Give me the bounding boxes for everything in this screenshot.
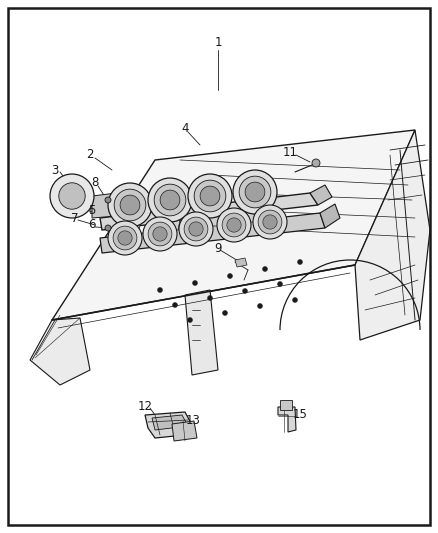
Circle shape [223,311,227,316]
Circle shape [148,222,172,246]
Circle shape [154,184,186,216]
Circle shape [262,266,268,271]
Text: 2: 2 [86,149,94,161]
Polygon shape [100,193,318,230]
Circle shape [105,197,111,203]
Polygon shape [278,407,296,432]
Circle shape [194,180,226,212]
Text: 12: 12 [138,400,152,413]
Circle shape [143,217,177,251]
Circle shape [200,186,220,206]
Polygon shape [200,216,220,226]
Circle shape [189,222,203,236]
Polygon shape [160,220,180,230]
Circle shape [192,280,198,286]
Circle shape [233,170,277,214]
Polygon shape [145,412,192,438]
Circle shape [148,178,192,222]
Polygon shape [185,290,218,375]
Circle shape [278,281,283,287]
Circle shape [118,231,132,245]
Polygon shape [172,421,197,441]
Circle shape [158,287,162,293]
Circle shape [297,260,303,264]
Text: 11: 11 [283,146,297,158]
Polygon shape [235,258,247,267]
Circle shape [208,295,212,301]
Polygon shape [355,130,430,340]
Polygon shape [100,213,325,253]
Circle shape [243,288,247,294]
Circle shape [263,215,277,229]
Circle shape [160,190,180,210]
Circle shape [227,273,233,279]
Circle shape [120,195,140,215]
Polygon shape [120,225,140,235]
Circle shape [108,221,142,255]
Circle shape [114,189,146,221]
Circle shape [293,297,297,303]
Circle shape [258,303,262,309]
Polygon shape [30,318,90,385]
Polygon shape [92,192,128,218]
Circle shape [227,218,241,232]
Text: 6: 6 [88,219,96,231]
Circle shape [105,225,111,231]
Text: 4: 4 [181,122,189,134]
Text: 13: 13 [186,415,201,427]
Circle shape [113,226,137,250]
Polygon shape [90,196,126,212]
Polygon shape [320,204,340,228]
Text: 1: 1 [214,36,222,49]
Polygon shape [52,130,415,320]
Circle shape [222,213,246,237]
Circle shape [217,208,251,242]
Circle shape [179,212,213,246]
Circle shape [245,182,265,202]
Polygon shape [310,185,332,205]
Polygon shape [152,415,188,430]
Circle shape [188,174,232,218]
Circle shape [59,183,85,209]
Polygon shape [280,400,292,410]
Circle shape [253,205,287,239]
Polygon shape [245,212,265,222]
Text: 15: 15 [293,408,307,422]
Circle shape [50,174,94,218]
Text: 7: 7 [71,212,79,224]
Circle shape [184,217,208,241]
Circle shape [153,227,167,241]
Circle shape [258,210,282,234]
Circle shape [108,183,152,227]
Circle shape [173,303,177,308]
Text: 5: 5 [88,204,95,216]
Text: 9: 9 [214,241,222,254]
Circle shape [312,159,320,167]
Text: 3: 3 [51,164,59,176]
Text: 8: 8 [91,176,99,190]
Circle shape [239,176,271,208]
Circle shape [187,318,192,322]
